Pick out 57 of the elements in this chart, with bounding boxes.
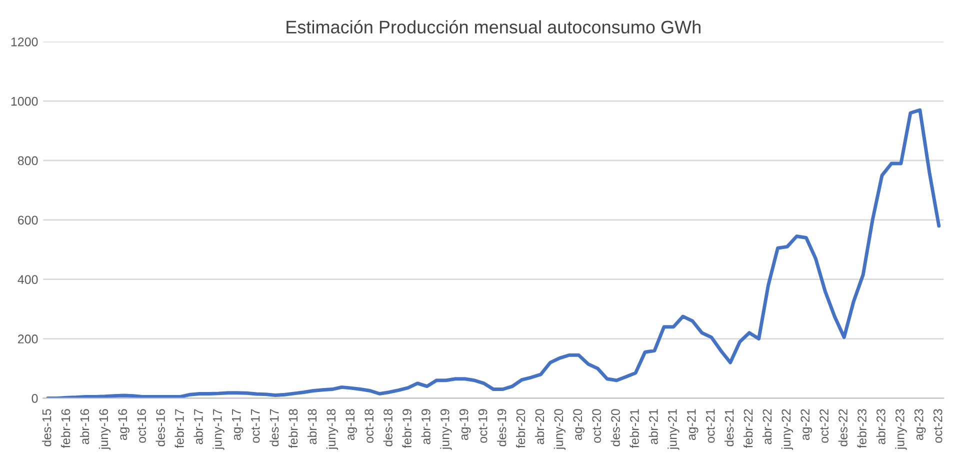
x-tick-label: juny-20 (554, 409, 566, 450)
x-tick-label: ag-18 (346, 409, 358, 440)
x-tick-label: oct-20 (592, 409, 601, 443)
chart-title: Estimación Producción mensual autoconsumo GWh (286, 20, 700, 34)
x-tick-label: oct-22 (820, 409, 828, 443)
x-tick-label: des-15 (42, 409, 52, 446)
x-tick-label: juny-23 (895, 409, 907, 450)
y-tick-label: 600 (18, 216, 38, 225)
line-series (46, 108, 941, 398)
x-tick-label: des-19 (497, 409, 506, 446)
y-tick-label: 200 (18, 334, 38, 344)
x-tick-label: abr-17 (194, 409, 203, 444)
y-tick-label: 1200 (11, 37, 38, 46)
x-tick-label: abr-16 (80, 409, 90, 444)
x-tick-label: juny-16 (98, 409, 111, 450)
x-tick-label: ag-20 (573, 409, 585, 440)
y-tick-label: 1000 (11, 96, 38, 106)
x-tick-label: febr-19 (402, 409, 412, 448)
x-tick-label: des-20 (610, 409, 620, 446)
x-tick-label: des-17 (270, 409, 279, 446)
x-tick-label: juny-22 (781, 409, 794, 450)
x-tick-label: ag-19 (459, 409, 471, 440)
x-tick-label: juny-21 (668, 409, 680, 450)
x-tick-label: abr-20 (534, 409, 544, 444)
x-tick-label: des-18 (383, 409, 392, 446)
y-tick-label: 400 (18, 275, 38, 284)
x-tick-label: abr-19 (421, 409, 430, 444)
x-tick-label: abr-22 (762, 409, 772, 444)
x-tick-label: febr-22 (743, 409, 753, 448)
x-tick-label: oct-23 (933, 409, 942, 443)
y-tick-label: 0 (32, 394, 38, 403)
x-tick-label: ag-16 (118, 409, 130, 440)
x-tick-label: des-21 (724, 409, 734, 446)
x-tick-label: ag-17 (232, 409, 244, 440)
x-tick-label: des-16 (156, 409, 165, 446)
x-tick-label: ag-23 (914, 409, 926, 440)
y-tick-label: 800 (18, 156, 38, 166)
x-tick-label: oct-21 (706, 409, 715, 443)
x-tick-label: abr-23 (876, 409, 886, 444)
x-tick-label: febr-18 (288, 409, 298, 448)
x-tick-label: febr-21 (630, 409, 639, 448)
x-tick-label: febr-16 (60, 409, 70, 448)
x-tick-label: juny-18 (326, 409, 338, 450)
x-tick-label: juny-19 (440, 409, 452, 450)
x-tick-label: ag-21 (686, 409, 698, 440)
x-tick-label: abr-18 (307, 409, 317, 444)
x-tick-label: juny-17 (212, 409, 224, 450)
x-tick-label: abr-21 (648, 409, 658, 444)
x-tick-label: ag-22 (800, 409, 812, 440)
x-tick-label: oct-19 (478, 409, 488, 443)
x-tick-label: febr-23 (857, 409, 866, 448)
x-tick-label: febr-17 (174, 409, 184, 448)
x-tick-label: des-22 (838, 409, 848, 446)
x-tick-label: febr-20 (516, 409, 526, 448)
x-tick-label: oct-18 (364, 409, 374, 443)
x-tick-label: oct-17 (251, 409, 260, 443)
x-tick-label: oct-16 (137, 409, 146, 443)
